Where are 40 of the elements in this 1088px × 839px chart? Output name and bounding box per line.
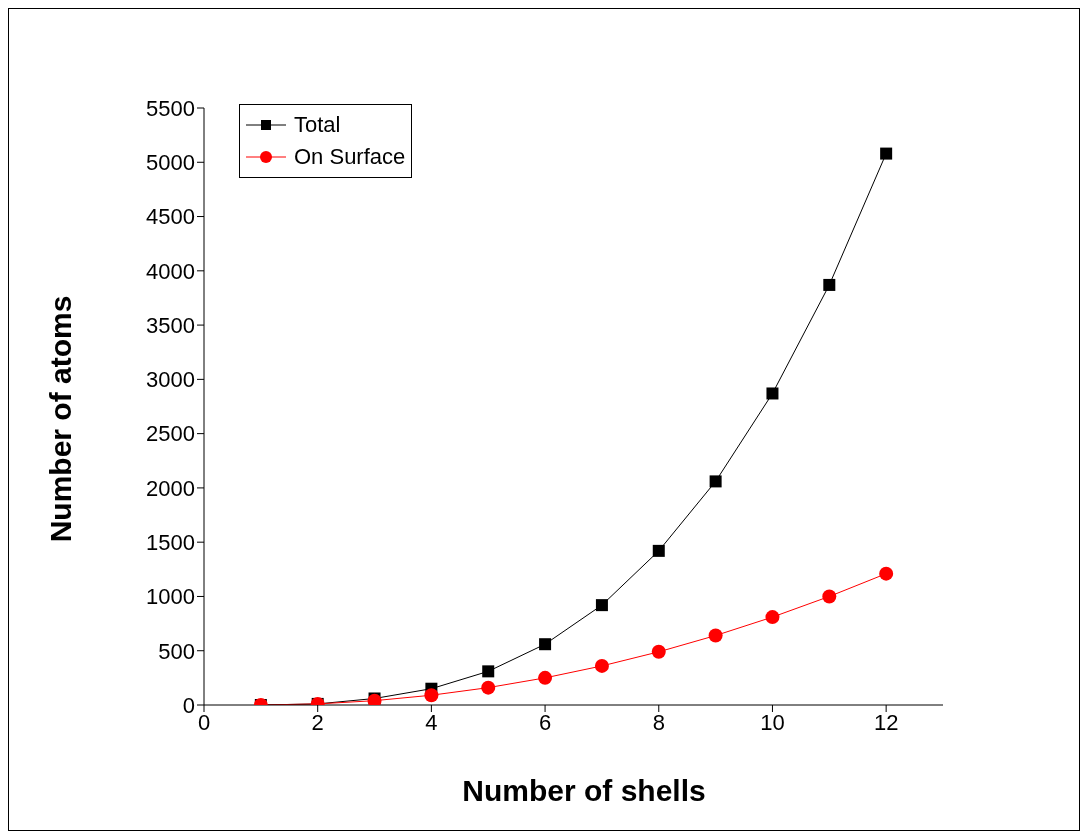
point (880, 147, 893, 160)
legend-label: Total (294, 112, 341, 138)
x-tick-label: 2 (311, 709, 324, 735)
x-axis-title: Number of shells (461, 774, 707, 808)
point (594, 658, 609, 673)
y-tick-label: 4000 (146, 258, 195, 284)
point (822, 589, 837, 604)
legend-label: On Surface (294, 144, 406, 170)
point (652, 544, 665, 557)
x-tick-label: 10 (760, 709, 785, 735)
point (539, 638, 552, 651)
y-tick-label: 5500 (146, 95, 195, 121)
x-tick-label: 4 (425, 709, 438, 735)
y-axis-title: Number of atoms (44, 294, 78, 545)
point (709, 475, 722, 488)
y-tick-label: 2000 (146, 475, 195, 501)
point (766, 387, 779, 400)
y-tick-label: 1500 (146, 529, 195, 555)
point (823, 278, 836, 291)
point (538, 670, 553, 685)
point (879, 566, 894, 581)
x-tick-label: 8 (652, 709, 665, 735)
y-tick-label: 3500 (146, 312, 195, 338)
y-tick-label: 4500 (146, 204, 195, 230)
point (708, 628, 723, 643)
point (651, 644, 666, 659)
point (424, 688, 439, 703)
y-tick-label: 3000 (146, 367, 195, 393)
y-tick-label: 2500 (146, 421, 195, 447)
y-tick-label: 500 (158, 638, 195, 664)
x-tick-label: 0 (197, 709, 211, 735)
x-tick-label: 12 (873, 709, 899, 735)
y-tick-label: 0 (182, 692, 195, 718)
point (765, 610, 780, 625)
point (595, 599, 608, 612)
y-tick-label: 5000 (146, 150, 195, 176)
y-tick-label: 1000 (146, 584, 195, 610)
point (481, 680, 496, 695)
x-tick-label: 6 (538, 709, 552, 735)
point (482, 665, 495, 678)
